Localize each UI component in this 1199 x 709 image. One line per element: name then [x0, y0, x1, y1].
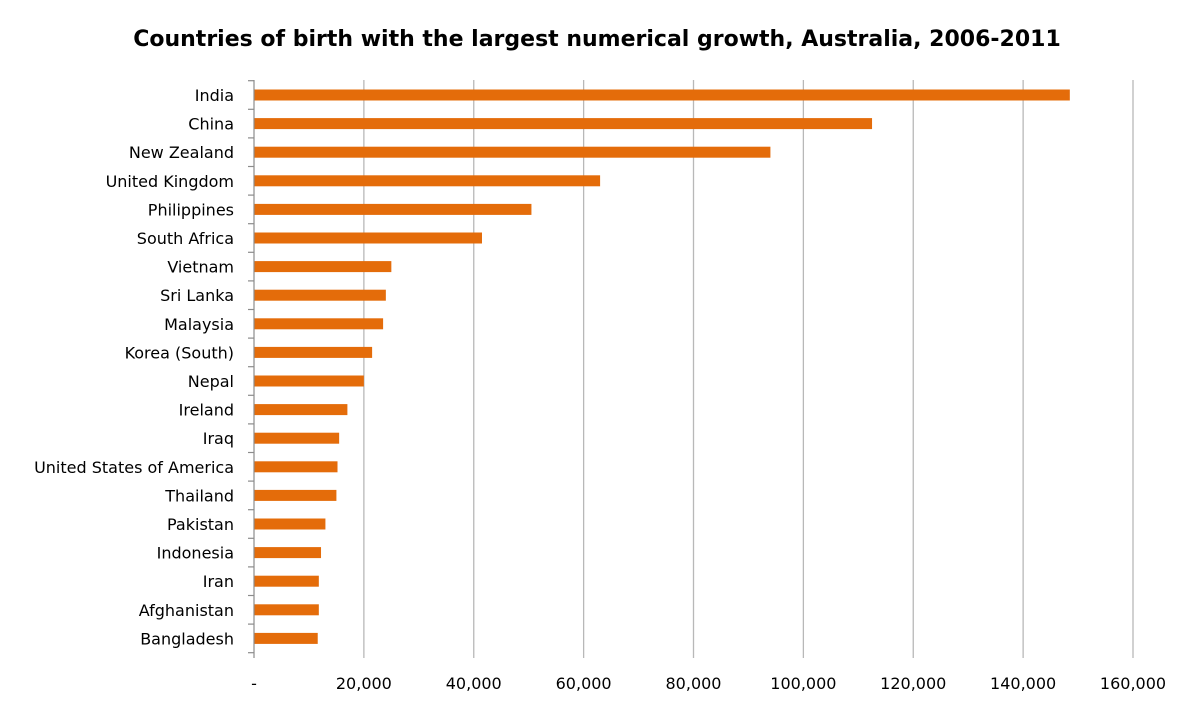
category-label-nepal: Nepal	[188, 372, 234, 391]
x-tick-label-60000: 60,000	[556, 674, 612, 693]
x-tick-label-120000: 120,000	[880, 674, 946, 693]
bar-united-states-of-america	[254, 461, 338, 473]
bar-iraq	[254, 432, 340, 444]
category-label-iran: Iran	[203, 572, 234, 591]
bar-south-africa	[254, 232, 482, 244]
category-label-new-zealand: New Zealand	[129, 143, 234, 162]
category-label-china: China	[188, 115, 234, 134]
category-label-philippines: Philippines	[148, 200, 234, 219]
category-label-south-africa: South Africa	[137, 229, 234, 248]
bar-korea-south	[254, 346, 373, 358]
category-labels: India China New Zealand United Kingdom Phili…	[34, 86, 234, 648]
bar-china	[254, 118, 873, 130]
category-label-united-states-of-america: United States of America	[34, 458, 234, 477]
x-tick-label-0: -	[251, 674, 257, 693]
category-label-indonesia: Indonesia	[157, 544, 234, 563]
category-label-ireland: Ireland	[179, 401, 234, 420]
bar-vietnam	[254, 261, 392, 273]
category-label-india: India	[195, 86, 234, 105]
category-label-united-kingdom: United Kingdom	[106, 172, 234, 191]
category-label-afghanistan: Afghanistan	[139, 601, 234, 620]
bar-india	[254, 89, 1070, 101]
category-label-sri-lanka: Sri Lanka	[160, 286, 234, 305]
x-tick-label-40000: 40,000	[446, 674, 502, 693]
category-label-thailand: Thailand	[164, 486, 234, 505]
bar-sri-lanka	[254, 289, 386, 301]
bar-pakistan	[254, 518, 326, 530]
x-tick-label-20000: 20,000	[336, 674, 392, 693]
bar-thailand	[254, 489, 337, 501]
bar-nepal	[254, 375, 364, 387]
category-label-bangladesh: Bangladesh	[140, 629, 234, 648]
bar-new-zealand	[254, 146, 771, 158]
bar-philippines	[254, 203, 532, 215]
x-axis-tick-labels: - 20,000 40,000 60,000 80,000 100,000 120,000 1…	[251, 674, 1166, 693]
chart-title: Countries of birth with the largest nume…	[133, 27, 1061, 52]
category-label-iraq: Iraq	[203, 429, 234, 448]
bar-iran	[254, 575, 319, 587]
gridlines	[248, 80, 1134, 658]
category-label-malaysia: Malaysia	[164, 315, 234, 334]
bars	[254, 89, 1070, 644]
x-tick-label-100000: 100,000	[770, 674, 836, 693]
bar-bangladesh	[254, 632, 318, 644]
category-label-vietnam: Vietnam	[167, 258, 234, 277]
x-tick-label-160000: 160,000	[1100, 674, 1166, 693]
bar-afghanistan	[254, 604, 319, 616]
category-label-pakistan: Pakistan	[167, 515, 234, 534]
bar-ireland	[254, 404, 348, 416]
bar-united-kingdom	[254, 175, 601, 187]
x-tick-label-80000: 80,000	[666, 674, 722, 693]
category-label-korea-south: Korea (South)	[125, 343, 234, 362]
bar-malaysia	[254, 318, 384, 330]
bar-indonesia	[254, 547, 322, 559]
x-tick-label-140000: 140,000	[990, 674, 1056, 693]
